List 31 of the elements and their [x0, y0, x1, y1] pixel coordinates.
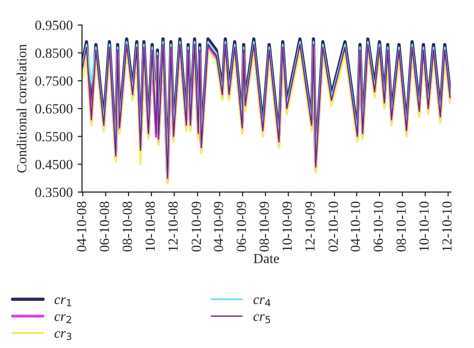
x-tick-label: 10-10-09	[282, 202, 292, 251]
y-tick-label: 0.3500	[35, 188, 72, 198]
y-tick-label: 0.4500	[35, 160, 72, 170]
legend-label: cr$_{3}$	[54, 331, 72, 340]
x-tick-label: 04-10-09	[214, 202, 224, 252]
x-tick-label: 04-10-10	[350, 202, 360, 252]
x-tick-label: 12-10-10	[442, 202, 452, 251]
legend-label: cr$_{2}$	[54, 314, 72, 324]
x-axis-title: Date	[254, 254, 280, 264]
x-tick-label: 08-10-09	[260, 202, 269, 252]
y-tick-label: 0.5500	[35, 132, 72, 142]
x-tick-label: 02-10-10	[328, 202, 338, 252]
x-tick-label: 06-10-08	[100, 202, 110, 252]
x-tick-label: 06-10-09	[236, 202, 246, 252]
x-tick-label: 10-10-08	[146, 202, 155, 251]
y-tick-label: 0.8500	[35, 48, 72, 58]
x-tick-label: 04-10-08	[76, 202, 86, 252]
x-tick-label: 10-10-10	[419, 202, 429, 251]
y-tick-label: 0.9500	[35, 20, 72, 30]
x-tick-label: 06-10-10	[374, 202, 383, 252]
x-tick-label: 08-10-08	[122, 202, 132, 252]
legend-label: cr$_{5}$	[253, 314, 270, 324]
legend-label: cr$_{4}$	[253, 297, 270, 306]
x-tick-label: 12-10-08	[168, 202, 178, 251]
y-tick-label: 0.7500	[35, 76, 72, 86]
x-tick-label: 12-10-09	[305, 202, 315, 251]
x-tick-label: 08-10-10	[396, 202, 406, 252]
y-axis-title: Conditional correlation	[16, 44, 26, 173]
legend-label: cr$_{1}$	[54, 297, 72, 306]
y-tick-label: 0.6500	[35, 104, 72, 114]
x-tick-label: 02-10-09	[192, 202, 202, 252]
